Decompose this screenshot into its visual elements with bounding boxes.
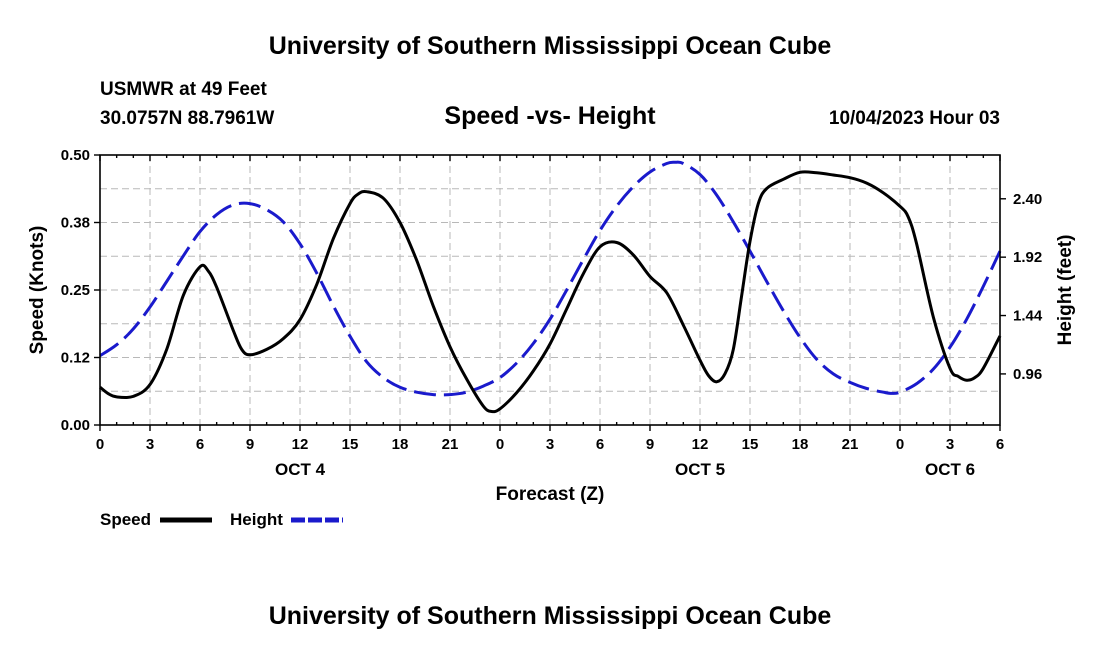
main-title: University of Southern Mississippi Ocean… xyxy=(269,32,832,60)
y2-tick-label: 1.92 xyxy=(1013,249,1042,266)
y-tick-label: 0.12 xyxy=(61,350,90,367)
y-tick-label: 0.50 xyxy=(61,147,90,164)
x-tick-label: 6 xyxy=(196,436,204,453)
x-tick-label: 15 xyxy=(742,436,759,453)
x-tick-label: 3 xyxy=(946,436,954,453)
y-tick-label: 0.00 xyxy=(61,417,90,434)
x-tick-label: 0 xyxy=(96,436,104,453)
y-tick-label: 0.38 xyxy=(61,215,90,232)
x-tick-label: 6 xyxy=(596,436,604,453)
y2-tick-label: 1.44 xyxy=(1013,308,1043,325)
x-axis-title: Forecast (Z) xyxy=(496,484,605,505)
y-axis-left-title: Speed (Knots) xyxy=(27,226,48,355)
series-line-height xyxy=(99,160,1002,397)
plot-series xyxy=(99,160,1002,414)
day-label: OCT 6 xyxy=(925,460,975,479)
footer-title: University of Southern Mississippi Ocean… xyxy=(269,602,832,630)
day-label: OCT 4 xyxy=(275,460,326,479)
x-tick-label: 0 xyxy=(496,436,504,453)
x-tick-label: 21 xyxy=(442,436,459,453)
grid xyxy=(100,155,1000,425)
y2-tick-label: 2.40 xyxy=(1013,191,1042,208)
legend-height-label: Height xyxy=(230,510,283,529)
station-label: USMWR at 49 Feet xyxy=(100,79,267,100)
x-tick-label: 9 xyxy=(646,436,654,453)
chart-subtitle: Speed -vs- Height xyxy=(444,102,656,130)
day-label: OCT 5 xyxy=(675,460,725,479)
x-tick-label: 18 xyxy=(392,436,409,453)
coordinates-label: 30.0757N 88.7961W xyxy=(100,108,274,129)
x-tick-label: 18 xyxy=(792,436,809,453)
x-tick-label: 0 xyxy=(896,436,904,453)
series-line-speed xyxy=(99,170,1002,414)
x-tick-label: 3 xyxy=(546,436,554,453)
x-tick-label: 15 xyxy=(342,436,359,453)
x-tick-label: 12 xyxy=(692,436,709,453)
x-tick-label: 3 xyxy=(146,436,154,453)
y-tick-label: 0.25 xyxy=(61,282,90,299)
legend: Speed Height xyxy=(100,510,343,529)
x-tick-label: 6 xyxy=(996,436,1004,453)
legend-speed-label: Speed xyxy=(100,510,151,529)
axes: 0 3 6 9 12 15 18 21 0 3 6 9 12 15 18 21 0 3 6 0.00 0.12 0.25 0… xyxy=(61,147,1043,479)
y2-tick-label: 0.96 xyxy=(1013,366,1042,383)
x-tick-label: 12 xyxy=(292,436,309,453)
y-axis-right-title: Height (feet) xyxy=(1055,235,1076,346)
datetime-label: 10/04/2023 Hour 03 xyxy=(829,108,1000,129)
x-tick-label: 9 xyxy=(246,436,254,453)
x-tick-label: 21 xyxy=(842,436,859,453)
